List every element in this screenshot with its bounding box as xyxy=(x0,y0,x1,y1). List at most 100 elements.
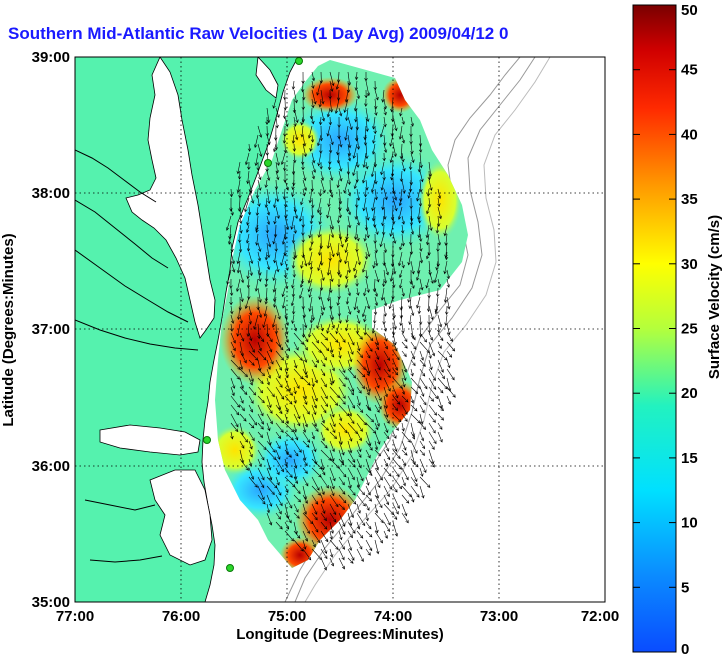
velocity-vector xyxy=(374,386,382,402)
velocity-vector xyxy=(283,161,287,172)
velocity-vector xyxy=(401,332,408,343)
velocity-vector xyxy=(302,350,308,363)
velocity-vector xyxy=(292,143,296,152)
velocity-vector xyxy=(255,224,259,234)
velocity-vector xyxy=(383,413,390,424)
velocity-vector xyxy=(311,512,318,521)
velocity-vector xyxy=(311,494,319,505)
velocity-vector xyxy=(239,395,244,404)
velocity-vector xyxy=(356,503,361,514)
velocity-vector xyxy=(380,287,385,301)
velocity-vector xyxy=(401,377,406,388)
velocity-vector xyxy=(364,72,368,82)
velocity-vector xyxy=(379,125,385,138)
velocity-vector xyxy=(266,332,273,343)
velocity-vector xyxy=(401,224,405,234)
velocity-vector xyxy=(257,431,264,438)
velocity-vector xyxy=(239,215,243,225)
velocity-vector xyxy=(374,377,380,389)
colorbar-tick-label: 40 xyxy=(681,126,698,143)
velocity-vector xyxy=(347,116,353,131)
velocity-vector xyxy=(302,134,307,147)
velocity-vector xyxy=(320,359,326,367)
velocity-vector xyxy=(264,296,268,305)
velocity-vector xyxy=(302,170,307,182)
velocity-vector xyxy=(329,539,339,550)
velocity-vector xyxy=(356,467,364,482)
velocity-vector xyxy=(275,512,281,520)
velocity-vector xyxy=(419,377,428,390)
velocity-vector xyxy=(293,440,302,453)
velocity-vector xyxy=(374,395,382,410)
velocity-vector xyxy=(281,287,286,298)
velocity-vector xyxy=(273,296,277,308)
velocity-vector xyxy=(293,242,298,259)
velocity-vector xyxy=(347,134,352,149)
x-axis-label: Longitude (Degrees:Minutes) xyxy=(236,626,444,643)
velocity-vector xyxy=(284,305,288,320)
velocity-vector xyxy=(246,269,250,280)
velocity-vector xyxy=(301,162,305,171)
velocity-vector xyxy=(311,476,320,491)
velocity-vector xyxy=(291,80,296,90)
velocity-vector xyxy=(365,521,372,530)
velocity-vector xyxy=(320,458,325,471)
velocity-vector xyxy=(326,125,331,137)
velocity-vector xyxy=(311,458,323,470)
velocity-vector xyxy=(293,431,299,441)
velocity-vector xyxy=(307,125,313,139)
velocity-vector xyxy=(446,269,450,280)
velocity-vector xyxy=(370,161,376,178)
colorbar-scale xyxy=(632,4,677,653)
velocity-vector xyxy=(390,170,394,181)
velocity-vector xyxy=(347,152,351,162)
velocity-vector xyxy=(282,134,287,144)
velocity-vector xyxy=(302,332,309,343)
velocity-vector xyxy=(361,305,367,318)
x-tick-label: 75:00 xyxy=(268,608,306,625)
velocity-vector xyxy=(299,278,304,288)
velocity-vector xyxy=(373,305,378,316)
velocity-vector xyxy=(410,341,417,350)
velocity-vector xyxy=(329,98,334,113)
velocity-vector xyxy=(248,449,253,458)
velocity-vector xyxy=(308,188,313,204)
velocity-vector xyxy=(246,170,250,185)
velocity-vector xyxy=(239,404,245,412)
velocity-vector xyxy=(248,359,255,366)
velocity-vector xyxy=(247,143,252,152)
velocity-vector xyxy=(347,503,354,519)
velocity-vector xyxy=(239,368,248,378)
velocity-vector xyxy=(283,269,288,279)
velocity-vector xyxy=(274,179,279,190)
velocity-vector xyxy=(257,143,263,158)
velocity-vector xyxy=(266,377,270,386)
velocity-vector xyxy=(329,440,335,453)
velocity-vector xyxy=(401,323,405,334)
velocity-vector xyxy=(320,350,327,361)
velocity-vector xyxy=(356,152,360,168)
velocity-vector xyxy=(347,512,353,526)
lat-lon-grid xyxy=(75,57,605,602)
velocity-vector xyxy=(392,359,398,371)
velocity-vector xyxy=(347,404,353,417)
velocity-vector xyxy=(392,260,397,275)
velocity-vector xyxy=(428,215,433,232)
velocity-vector xyxy=(326,206,331,219)
velocity-vector xyxy=(427,242,431,256)
velocity-vector xyxy=(365,269,369,280)
velocity-vector xyxy=(284,377,291,392)
velocity-vector xyxy=(302,179,307,192)
velocity-vector xyxy=(274,134,278,151)
velocity-vector xyxy=(356,449,362,458)
velocity-vector xyxy=(274,242,278,253)
velocity-vector xyxy=(274,125,278,141)
velocity-vector xyxy=(318,242,322,256)
velocity-vector xyxy=(238,233,242,244)
velocity-vector xyxy=(392,431,397,439)
neuse-river xyxy=(89,555,163,563)
velocity-vector xyxy=(311,197,315,209)
velocity-vector xyxy=(329,431,338,440)
velocity-vector xyxy=(353,179,358,190)
velocity-vector xyxy=(329,386,340,399)
